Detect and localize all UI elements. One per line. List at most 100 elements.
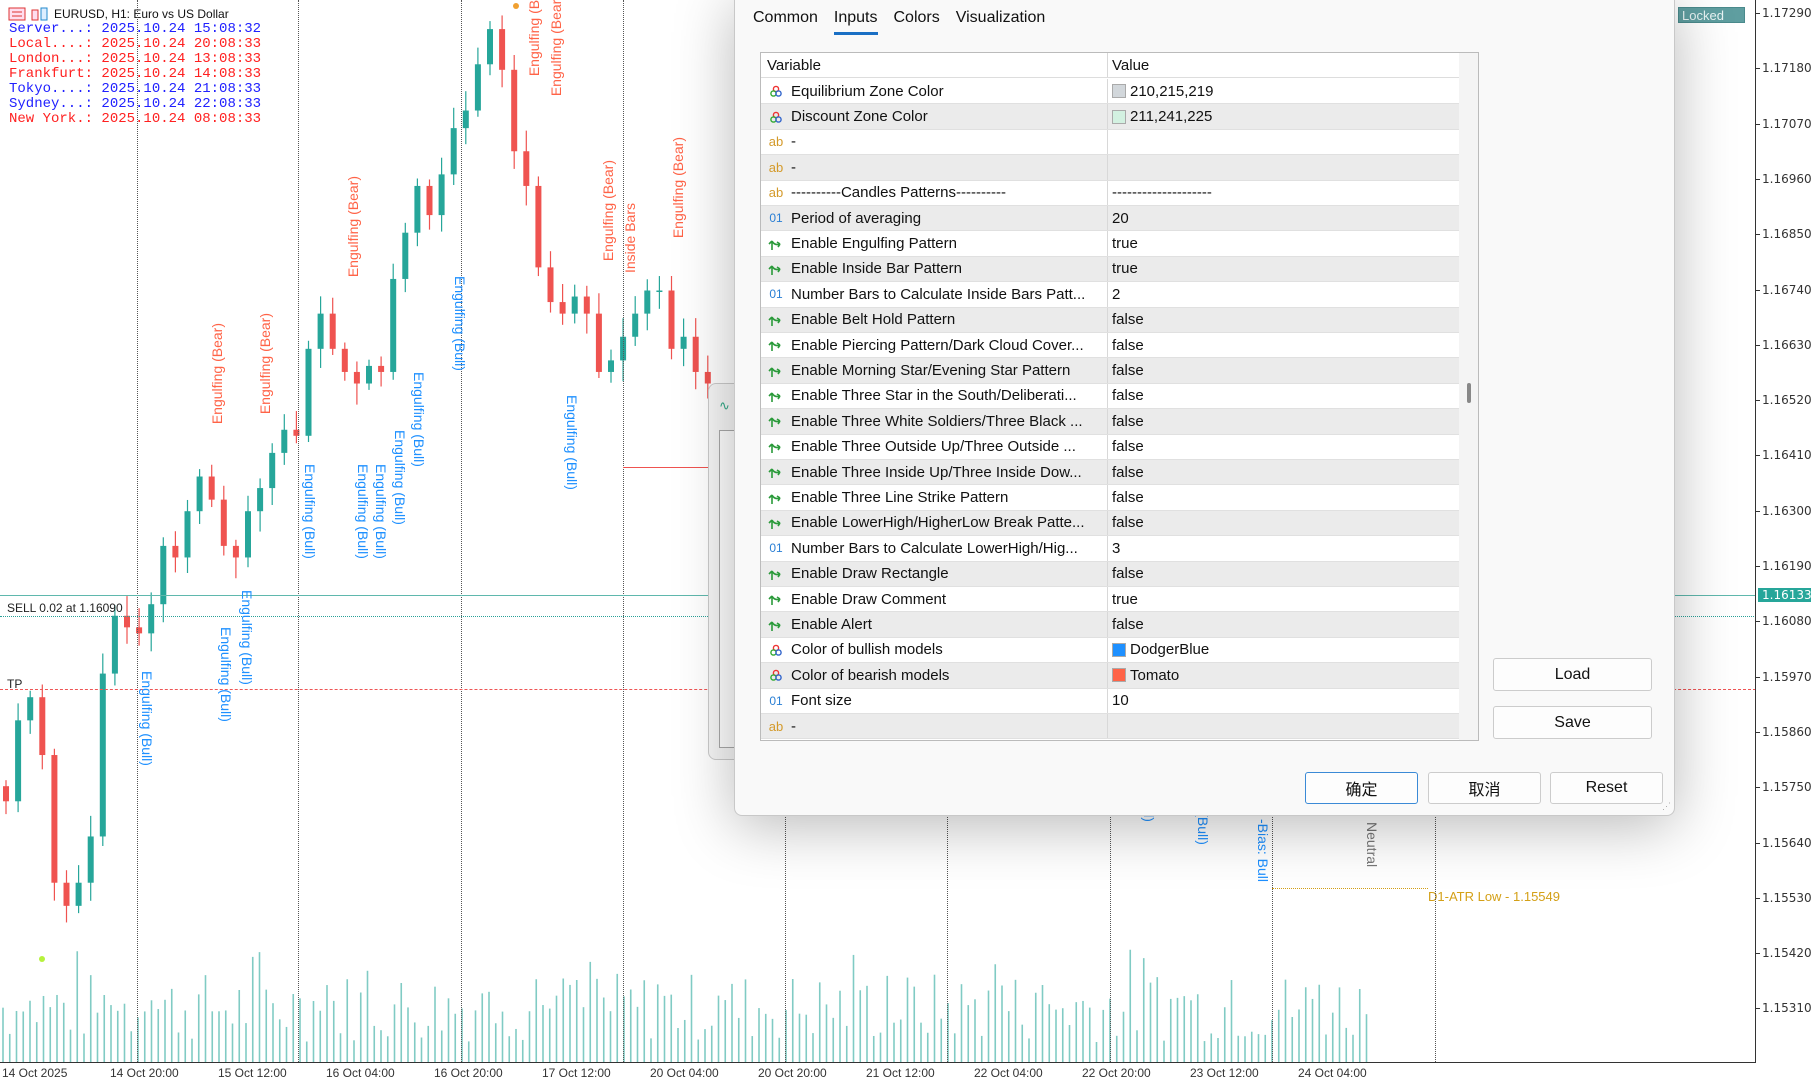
- table-row[interactable]: Equilibrium Zone Color 210,215,219: [761, 79, 1459, 105]
- table-row[interactable]: Enable LowerHigh/HigherLow Break Patte..…: [761, 510, 1459, 537]
- value-text[interactable]: false: [1112, 387, 1144, 405]
- value-text[interactable]: false: [1112, 463, 1144, 481]
- value-text[interactable]: true: [1112, 235, 1138, 253]
- value-cell[interactable]: false: [1108, 409, 1459, 433]
- value-cell[interactable]: [1108, 714, 1459, 738]
- value-text[interactable]: 211,241,225: [1130, 108, 1213, 126]
- tab-visualization[interactable]: Visualization: [955, 9, 1046, 26]
- value-text[interactable]: DodgerBlue: [1130, 641, 1210, 659]
- color-swatch[interactable]: [1112, 84, 1126, 99]
- table-row[interactable]: Enable Draw Rectangle false: [761, 561, 1459, 587]
- table-row[interactable]: Discount Zone Color 211,241,225: [761, 104, 1459, 130]
- value-cell[interactable]: false: [1108, 511, 1459, 535]
- value-cell[interactable]: false: [1108, 308, 1459, 332]
- table-row[interactable]: Enable Alert false: [761, 612, 1459, 638]
- tab-inputs[interactable]: Inputs: [833, 9, 878, 35]
- scrollbar-thumb[interactable]: [1467, 383, 1471, 403]
- indicator-icon[interactable]: [31, 7, 49, 21]
- column-header-value[interactable]: Value: [1112, 56, 1150, 74]
- color-param-icon: [770, 111, 782, 123]
- value-text[interactable]: false: [1112, 311, 1144, 329]
- table-row[interactable]: ab -: [761, 155, 1459, 181]
- table-row[interactable]: Enable Three Line Strike Pattern false: [761, 485, 1459, 511]
- table-row[interactable]: Enable Belt Hold Pattern false: [761, 307, 1459, 333]
- value-cell[interactable]: 210,215,219: [1108, 79, 1459, 103]
- table-row[interactable]: Enable Three Star in the South/Deliberat…: [761, 383, 1459, 410]
- table-row[interactable]: 01 Number Bars to Calculate Inside Bars P…: [761, 282, 1459, 308]
- value-text[interactable]: 3: [1112, 539, 1121, 557]
- value-cell[interactable]: 3: [1108, 536, 1459, 560]
- value-text[interactable]: --------------------: [1112, 184, 1212, 202]
- value-cell[interactable]: false: [1108, 435, 1459, 459]
- value-text[interactable]: 210,215,219: [1130, 82, 1214, 100]
- value-cell[interactable]: 211,241,225: [1108, 104, 1459, 128]
- ok-button[interactable]: 确定: [1305, 772, 1418, 804]
- table-row[interactable]: ab -: [761, 129, 1459, 156]
- value-text[interactable]: false: [1112, 438, 1144, 456]
- value-cell[interactable]: 2: [1108, 282, 1459, 306]
- table-row[interactable]: Color of bearish models Tomato: [761, 663, 1459, 689]
- table-row[interactable]: Enable Engulfing Pattern true: [761, 231, 1459, 257]
- tab-common[interactable]: Common: [753, 9, 818, 26]
- table-row[interactable]: ab -: [761, 714, 1459, 740]
- value-cell[interactable]: false: [1108, 333, 1459, 357]
- table-scrollbar[interactable]: [1459, 53, 1478, 740]
- column-header-variable[interactable]: Variable: [761, 53, 1108, 78]
- table-row[interactable]: Color of bullish models DodgerBlue: [761, 637, 1459, 664]
- value-text[interactable]: 20: [1112, 209, 1129, 227]
- save-button[interactable]: Save: [1493, 706, 1652, 739]
- value-cell[interactable]: Tomato: [1108, 663, 1459, 687]
- value-cell[interactable]: false: [1108, 562, 1459, 586]
- value-text[interactable]: true: [1112, 590, 1138, 608]
- resize-grip-icon[interactable]: ⋰: [1662, 801, 1671, 811]
- color-swatch[interactable]: [1112, 109, 1126, 124]
- value-cell[interactable]: true: [1108, 587, 1459, 611]
- table-row[interactable]: Enable Draw Comment true: [761, 587, 1459, 613]
- table-row[interactable]: Enable Three Outside Up/Three Outside ..…: [761, 434, 1459, 460]
- value-cell[interactable]: false: [1108, 384, 1459, 408]
- value-cell[interactable]: [1108, 130, 1459, 154]
- table-row[interactable]: Enable Morning Star/Evening Star Pattern…: [761, 358, 1459, 384]
- chart-plot-area[interactable]: EURUSD, H1: Euro vs US Dollar Server...:…: [0, 0, 1756, 1063]
- table-row[interactable]: Enable Inside Bar Pattern true: [761, 256, 1459, 283]
- load-button[interactable]: Load: [1493, 658, 1652, 691]
- table-row[interactable]: ab ----------Candles Patterns---------- --…: [761, 180, 1459, 206]
- value-cell[interactable]: false: [1108, 460, 1459, 484]
- value-cell[interactable]: false: [1108, 358, 1459, 382]
- table-row[interactable]: 01 Font size 10: [761, 688, 1459, 714]
- value-cell[interactable]: true: [1108, 257, 1459, 281]
- value-cell[interactable]: true: [1108, 231, 1459, 255]
- value-text[interactable]: false: [1112, 616, 1144, 634]
- color-swatch[interactable]: [1112, 668, 1126, 683]
- value-text[interactable]: 10: [1112, 692, 1129, 710]
- value-cell[interactable]: [1108, 155, 1459, 179]
- reset-button[interactable]: Reset: [1550, 772, 1663, 804]
- value-text[interactable]: false: [1112, 565, 1144, 583]
- value-text[interactable]: false: [1112, 514, 1144, 532]
- value-cell[interactable]: DodgerBlue: [1108, 638, 1459, 662]
- value-text[interactable]: true: [1112, 260, 1138, 278]
- table-row[interactable]: Enable Piercing Pattern/Dark Cloud Cover…: [761, 333, 1459, 359]
- bear-candle: [341, 348, 348, 372]
- value-cell[interactable]: 20: [1108, 206, 1459, 230]
- locked-badge[interactable]: Locked: [1678, 7, 1745, 23]
- table-row[interactable]: Enable Three White Soldiers/Three Black …: [761, 409, 1459, 435]
- value-text[interactable]: 2: [1112, 285, 1121, 303]
- value-cell[interactable]: false: [1108, 485, 1459, 509]
- value-cell[interactable]: --------------------: [1108, 181, 1459, 205]
- value-text[interactable]: false: [1112, 412, 1144, 430]
- table-row[interactable]: Enable Three Inside Up/Three Inside Dow.…: [761, 460, 1459, 486]
- value-cell[interactable]: false: [1108, 612, 1459, 636]
- chart-list-icon[interactable]: [8, 7, 26, 21]
- value-text[interactable]: false: [1112, 489, 1144, 507]
- color-swatch[interactable]: [1112, 642, 1126, 657]
- value-text[interactable]: false: [1112, 362, 1144, 380]
- table-row[interactable]: 01 Period of averaging 20: [761, 206, 1459, 232]
- value-text[interactable]: Tomato: [1130, 666, 1180, 684]
- value-cell[interactable]: 10: [1108, 689, 1459, 713]
- value-text[interactable]: false: [1112, 336, 1144, 354]
- tab-colors[interactable]: Colors: [893, 9, 940, 26]
- cancel-button[interactable]: 取消: [1428, 772, 1541, 804]
- table-row[interactable]: 01 Number Bars to Calculate LowerHigh/Hig…: [761, 536, 1459, 562]
